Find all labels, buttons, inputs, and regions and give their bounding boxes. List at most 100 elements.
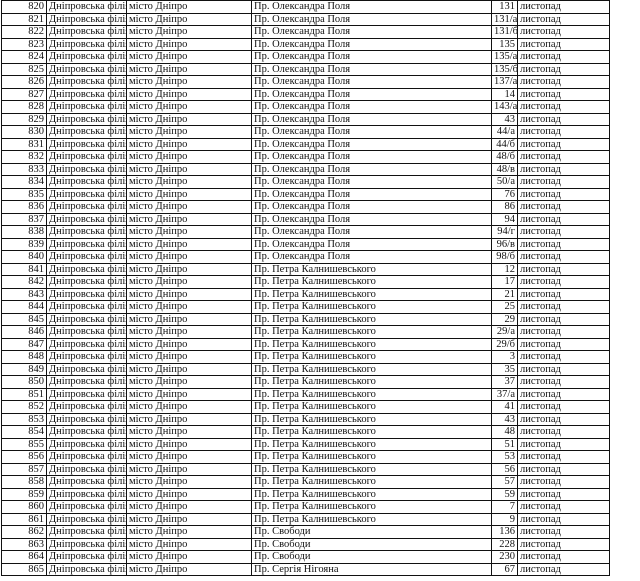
street: Пр. Свободи <box>251 525 492 539</box>
branch: Дніпровська філія <box>46 437 127 451</box>
month: листопад <box>517 262 610 276</box>
city: місто Дніпро <box>126 337 252 351</box>
branch: Дніпровська філія <box>46 100 127 114</box>
street: Пр. Олександра Поля <box>251 175 492 189</box>
row-number: 839 <box>1 237 47 251</box>
house-number: 131/а <box>491 12 518 26</box>
branch: Дніпровська філія <box>46 25 127 39</box>
city: місто Дніпро <box>126 487 252 501</box>
row-number: 829 <box>1 112 47 126</box>
table-row: 856 Дніпровська філія місто Дніпро Пр. Петр… <box>1 450 610 464</box>
city: місто Дніпро <box>126 187 252 201</box>
street: Пр. Петра Калнишевського <box>251 387 492 401</box>
city: місто Дніпро <box>126 125 252 139</box>
row-number: 865 <box>1 562 47 576</box>
branch: Дніпровська філія <box>46 212 127 226</box>
row-number: 864 <box>1 550 47 564</box>
street: Пр. Петра Калнишевського <box>251 337 492 351</box>
table-row: 847 Дніпровська філія місто Дніпро Пр. Петр… <box>1 337 610 351</box>
month: листопад <box>517 550 610 564</box>
house-number: 143/а <box>491 100 518 114</box>
city: місто Дніпро <box>126 375 252 389</box>
month: листопад <box>517 350 610 364</box>
month: листопад <box>517 137 610 151</box>
branch: Дніпровська філія <box>46 300 127 314</box>
branch: Дніпровська філія <box>46 312 127 326</box>
city: місто Дніпро <box>126 87 252 101</box>
house-number: 228 <box>491 537 518 551</box>
street: Пр. Олександра Поля <box>251 137 492 151</box>
street: Пр. Олександра Поля <box>251 150 492 164</box>
row-number: 820 <box>1 0 47 14</box>
street: Пр. Петра Калнишевського <box>251 350 492 364</box>
street: Пр. Петра Калнишевського <box>251 300 492 314</box>
house-number: 37/а <box>491 387 518 401</box>
branch: Дніпровська філія <box>46 525 127 539</box>
month: листопад <box>517 50 610 64</box>
month: листопад <box>517 75 610 89</box>
branch: Дніпровська філія <box>46 200 127 214</box>
table-row: 854 Дніпровська філія місто Дніпро Пр. Петр… <box>1 425 610 439</box>
row-number: 851 <box>1 387 47 401</box>
street: Пр. Олександра Поля <box>251 237 492 251</box>
row-number: 835 <box>1 187 47 201</box>
month: листопад <box>517 300 610 314</box>
city: місто Дніпро <box>126 150 252 164</box>
row-number: 823 <box>1 37 47 51</box>
month: листопад <box>517 125 610 139</box>
branch: Дніпровська філія <box>46 75 127 89</box>
table-row: 865 Дніпровська філія місто Дніпро Пр. Серг… <box>1 562 610 576</box>
month: листопад <box>517 175 610 189</box>
table-row: 832 Дніпровська філія місто Дніпро Пр. Олек… <box>1 150 610 164</box>
city: місто Дніпро <box>126 25 252 39</box>
row-number: 838 <box>1 225 47 239</box>
house-number: 9 <box>491 512 518 526</box>
month: листопад <box>517 100 610 114</box>
house-number: 17 <box>491 275 518 289</box>
house-number: 135/б <box>491 62 518 76</box>
house-number: 43 <box>491 112 518 126</box>
house-number: 98/б <box>491 250 518 264</box>
house-number: 57 <box>491 475 518 489</box>
table-row: 829 Дніпровська філія місто Дніпро Пр. Олек… <box>1 112 610 126</box>
city: місто Дніпро <box>126 37 252 51</box>
street: Пр. Петра Калнишевського <box>251 287 492 301</box>
house-number: 48/в <box>491 162 518 176</box>
branch: Дніпровська філія <box>46 362 127 376</box>
table-row: 838 Дніпровська філія місто Дніпро Пр. Олек… <box>1 225 610 239</box>
branch: Дніпровська філія <box>46 125 127 139</box>
house-number: 25 <box>491 300 518 314</box>
street: Пр. Олександра Поля <box>251 162 492 176</box>
row-number: 847 <box>1 337 47 351</box>
month: листопад <box>517 475 610 489</box>
house-number: 131/б <box>491 25 518 39</box>
house-number: 76 <box>491 187 518 201</box>
street: Пр. Свободи <box>251 550 492 564</box>
city: місто Дніпро <box>126 512 252 526</box>
table-row: 860 Дніпровська філія місто Дніпро Пр. Петр… <box>1 500 610 514</box>
city: місто Дніпро <box>126 50 252 64</box>
row-number: 853 <box>1 412 47 426</box>
month: листопад <box>517 450 610 464</box>
table-row: 821 Дніпровська філія місто Дніпро Пр. Олек… <box>1 12 610 26</box>
table-row: 861 Дніпровська філія місто Дніпро Пр. Петр… <box>1 512 610 526</box>
branch: Дніпровська філія <box>46 87 127 101</box>
branch: Дніпровська філія <box>46 375 127 389</box>
row-number: 826 <box>1 75 47 89</box>
row-number: 855 <box>1 437 47 451</box>
branch: Дніпровська філія <box>46 187 127 201</box>
month: листопад <box>517 162 610 176</box>
city: місто Дніпро <box>126 175 252 189</box>
city: місто Дніпро <box>126 362 252 376</box>
city: місто Дніпро <box>126 525 252 539</box>
month: листопад <box>517 212 610 226</box>
street: Пр. Петра Калнишевського <box>251 512 492 526</box>
house-number: 43 <box>491 412 518 426</box>
street: Пр. Сергія Нігояна <box>251 562 492 576</box>
house-number: 50/а <box>491 175 518 189</box>
branch: Дніпровська філія <box>46 537 127 551</box>
city: місто Дніпро <box>126 450 252 464</box>
house-number: 86 <box>491 200 518 214</box>
month: листопад <box>517 237 610 251</box>
